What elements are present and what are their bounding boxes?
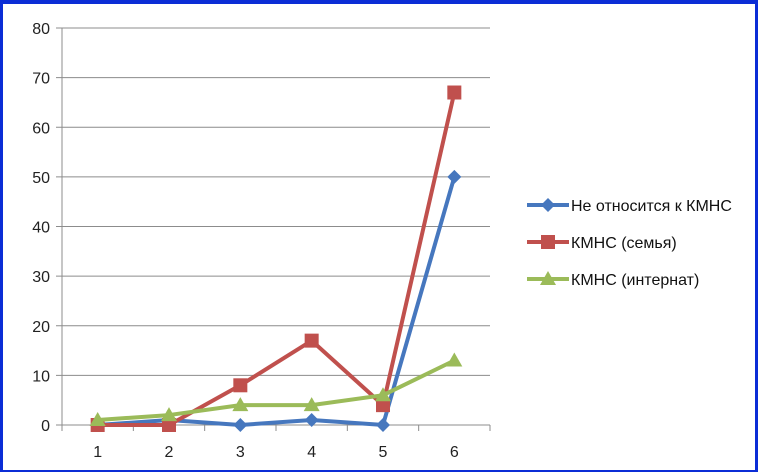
y-tick-label: 30	[32, 269, 50, 286]
data-point	[304, 333, 319, 348]
y-tick-label: 40	[32, 220, 50, 237]
series-line-3	[97, 358, 456, 423]
legend-item-3: КМНС (интернат)	[527, 271, 699, 289]
data-point	[161, 407, 177, 422]
data-point	[304, 413, 319, 428]
legend-label: КМНС (семья)	[571, 235, 677, 252]
y-axis-ticks: 0 10 20 30 40 50 60 70 80	[32, 21, 62, 435]
y-tick-label: 0	[41, 418, 50, 435]
x-tick-label: 2	[165, 444, 174, 461]
series-group	[89, 85, 463, 432]
x-tick-label: 4	[307, 444, 316, 461]
data-point	[376, 398, 390, 413]
line-chart: 0 10 20 30 40 50 60 70 80 1 2 3 4 5 6 Не относится к …	[32, 21, 732, 461]
data-point	[447, 169, 462, 184]
data-point	[233, 418, 248, 432]
data-point	[303, 397, 320, 412]
legend-label: Не относится к КМНС	[571, 198, 732, 215]
series-2	[90, 85, 462, 432]
legend-item-2: КМНС (семья)	[527, 235, 677, 252]
y-tick-label: 70	[32, 71, 50, 88]
legend-marker	[540, 271, 556, 285]
y-tick-label: 80	[32, 21, 50, 38]
x-tick-label: 5	[379, 444, 388, 461]
y-tick-label: 50	[32, 170, 50, 187]
data-point	[162, 418, 176, 432]
legend: Не относится к КМНС КМНС (семья) КМНС (инт…	[527, 198, 732, 289]
x-tick-label: 6	[450, 444, 459, 461]
series-3	[89, 352, 463, 427]
x-tick-label: 1	[93, 444, 102, 461]
x-axis-ticks: 1 2 3 4 5 6	[61, 425, 491, 461]
legend-marker	[541, 198, 555, 212]
series-line-1	[97, 176, 457, 427]
y-tick-label: 20	[32, 319, 50, 336]
data-point	[89, 412, 106, 427]
data-point	[232, 397, 249, 412]
y-tick-label: 10	[32, 368, 50, 385]
series-line-2	[97, 92, 457, 427]
legend-label: КМНС (интернат)	[571, 272, 699, 289]
chart-frame: 0 10 20 30 40 50 60 70 80 1 2 3 4 5 6 Не относится к …	[3, 4, 755, 470]
y-tick-label: 60	[32, 120, 50, 137]
legend-item-1: Не относится к КМНС	[527, 198, 732, 215]
data-point	[447, 85, 462, 100]
x-tick-label: 3	[236, 444, 245, 461]
data-point	[446, 352, 463, 367]
data-point	[375, 387, 391, 402]
data-point	[233, 378, 248, 393]
data-point	[376, 418, 390, 432]
gridlines	[62, 27, 490, 426]
legend-marker	[541, 235, 555, 249]
